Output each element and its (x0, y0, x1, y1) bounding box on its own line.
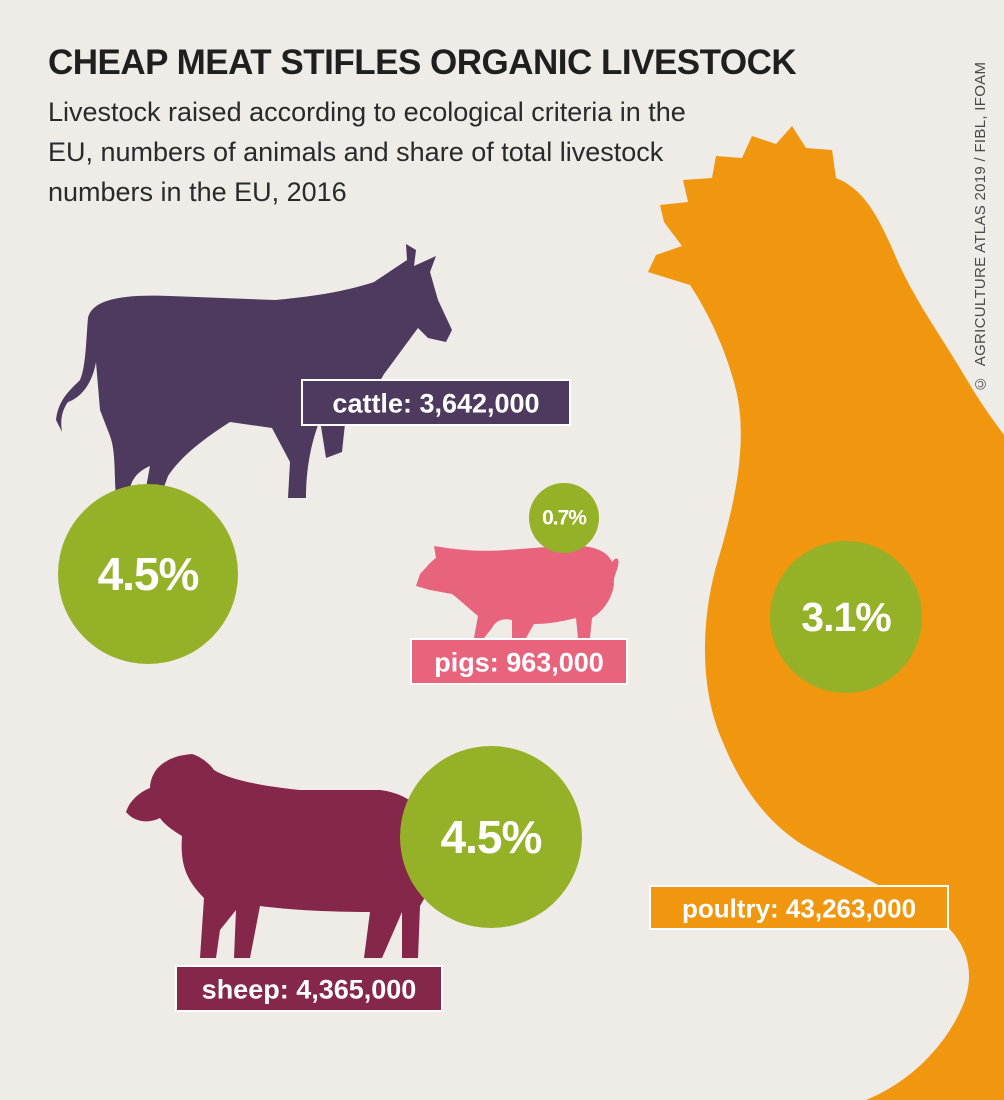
cattle-icon (56, 244, 452, 498)
sheep-icon (126, 754, 434, 958)
sheep-label-box (175, 965, 443, 1012)
pigs-group: 0.7% pigs: 963,000 (410, 483, 628, 685)
sheep-share-circle (400, 746, 582, 928)
cattle-count-label: cattle: 3,642,000 (332, 389, 539, 419)
copyright-symbol: © (972, 374, 989, 392)
cattle-share-label: 4.5% (98, 548, 199, 600)
poultry-group: 3.1% poultry: 43,263,000 (648, 126, 1004, 1100)
poultry-count-label: poultry: 43,263,000 (682, 894, 916, 924)
sheep-count-label: sheep: 4,365,000 (202, 975, 417, 1005)
poultry-share-circle (770, 541, 922, 693)
pigs-label-box (410, 638, 628, 685)
poultry-label-box (649, 885, 949, 930)
sheep-group: 4.5% sheep: 4,365,000 (126, 746, 582, 1012)
chart-subtitle: Livestock raised according to ecological… (48, 97, 686, 207)
cattle-group: 4.5% cattle: 3,642,000 (56, 244, 571, 664)
pigs-count-label: pigs: 963,000 (434, 648, 604, 678)
pigs-share-label: 0.7% (542, 507, 587, 530)
pig-icon (416, 545, 619, 638)
chart-title: CHEAP MEAT STIFLES ORGANIC LIVESTOCK (48, 43, 797, 82)
cattle-share-circle (58, 484, 238, 664)
source-credit: © AGRICULTURE ATLAS 2019 / FIBL, IFOAM (972, 22, 994, 392)
cattle-label-box (301, 379, 571, 426)
poultry-share-label: 3.1% (801, 594, 891, 640)
credit-text: AGRICULTURE ATLAS 2019 / FIBL, IFOAM (972, 61, 989, 367)
sheep-share-label: 4.5% (441, 811, 542, 863)
pigs-share-circle (529, 483, 599, 553)
